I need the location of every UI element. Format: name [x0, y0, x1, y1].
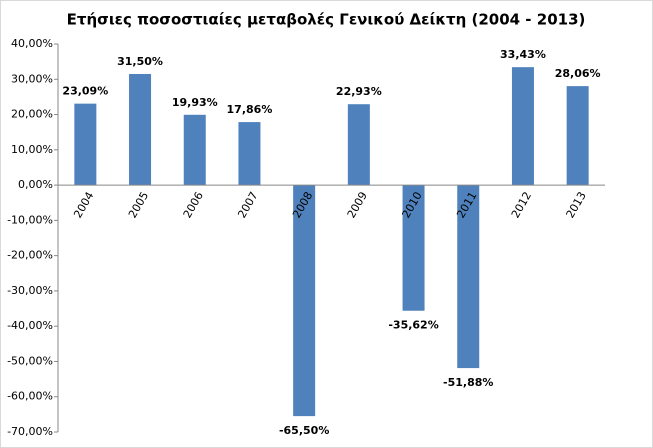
bar: [74, 103, 97, 186]
y-tick-label: -10,00%: [7, 213, 53, 226]
y-tick-label: 40,00%: [11, 37, 53, 50]
y-tick-label: -20,00%: [7, 249, 53, 262]
y-tick-label: -30,00%: [7, 284, 53, 297]
bar: [238, 122, 261, 186]
y-tick-label: 30,00%: [11, 72, 53, 85]
y-tick-label: 20,00%: [11, 108, 53, 121]
value-label: 31,50%: [117, 55, 163, 68]
value-label: -65,50%: [279, 424, 329, 437]
value-label: 23,09%: [62, 85, 108, 98]
value-label: 19,93%: [172, 96, 218, 109]
y-tick-label: -70,00%: [7, 425, 53, 438]
y-tick-label: -40,00%: [7, 319, 53, 332]
bar: [347, 104, 370, 186]
bar: [457, 185, 480, 369]
bar: [293, 185, 316, 417]
value-label: -35,62%: [388, 319, 438, 332]
value-label: 33,43%: [500, 48, 546, 61]
value-label: 28,06%: [555, 67, 601, 80]
value-label: 17,86%: [227, 103, 273, 116]
chart-title: Ετήσιες ποσοστιαίες μεταβολές Γενικού Δε…: [67, 11, 586, 29]
y-tick-label: -60,00%: [7, 390, 53, 403]
y-tick-label: -50,00%: [7, 354, 53, 367]
bar: [511, 67, 534, 186]
y-tick-label: 0,00%: [18, 178, 53, 191]
value-label: 22,93%: [336, 85, 382, 98]
bar: [566, 86, 589, 186]
value-label: -51,88%: [443, 376, 493, 389]
bar: [402, 185, 425, 311]
bar: [129, 73, 152, 186]
y-tick-label: 10,00%: [11, 143, 53, 156]
bar: [183, 114, 206, 186]
